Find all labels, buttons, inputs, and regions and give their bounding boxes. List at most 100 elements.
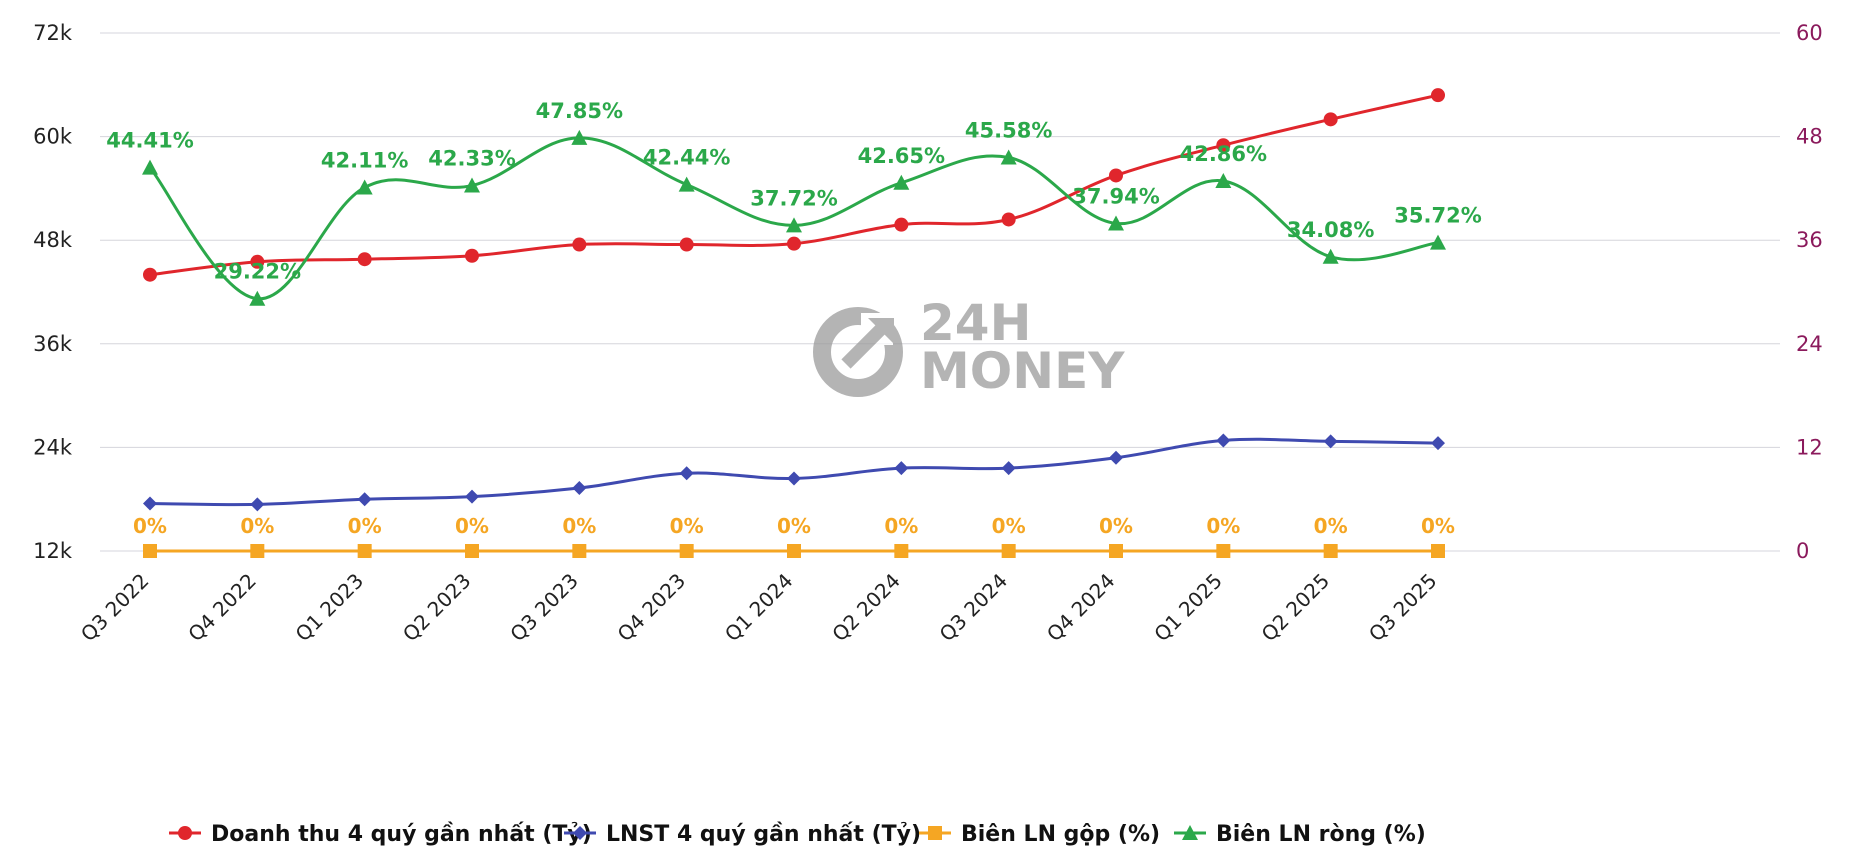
data-label: 42.33%	[428, 147, 515, 171]
y-axis-right: 01224364860	[1796, 21, 1823, 563]
series-1	[143, 433, 1445, 511]
x-tick-label: Q1 2025	[1149, 569, 1227, 647]
data-point	[1002, 212, 1016, 226]
x-tick-label: Q3 2024	[935, 569, 1013, 647]
legend-label: Biên LN gộp (%)	[961, 822, 1160, 847]
data-point	[787, 237, 801, 251]
data-label: 0%	[777, 514, 811, 538]
legend-marker	[928, 826, 942, 840]
x-tick-label: Q2 2023	[398, 569, 476, 647]
x-tick-label: Q4 2024	[1042, 569, 1120, 647]
y-right-tick-label: 0	[1796, 539, 1809, 563]
data-point	[680, 544, 694, 558]
data-label: 47.85%	[536, 99, 623, 123]
data-label: 42.44%	[643, 146, 730, 170]
data-point	[142, 160, 158, 175]
data-point	[1431, 88, 1445, 102]
data-label: 35.72%	[1394, 204, 1481, 228]
data-label: 0%	[1314, 514, 1348, 538]
watermark-logo: 24H MONEY	[822, 294, 1125, 400]
y-right-tick-label: 60	[1796, 21, 1823, 45]
data-point	[1324, 434, 1338, 448]
y-axis-left: 12k 24k 36k 48k 60k 72k	[33, 21, 73, 563]
data-label: 37.72%	[750, 186, 837, 210]
data-point	[143, 544, 157, 558]
data-label: 0%	[884, 514, 918, 538]
gridlines	[100, 33, 1780, 551]
x-tick-label: Q3 2022	[76, 569, 154, 647]
data-point	[1431, 544, 1445, 558]
data-point	[680, 466, 694, 480]
data-label: 0%	[1206, 514, 1240, 538]
x-tick-label: Q2 2024	[827, 569, 905, 647]
y-left-tick-label: 24k	[33, 435, 73, 459]
data-point	[1324, 544, 1338, 558]
y-left-tick-label: 48k	[33, 228, 73, 252]
data-label: 42.65%	[858, 144, 945, 168]
data-point	[357, 179, 373, 194]
data-point	[894, 461, 908, 475]
y-right-tick-label: 12	[1796, 435, 1823, 459]
y-right-tick-label: 48	[1796, 125, 1823, 149]
legend-item: Doanh thu 4 quý gần nhất (Tỷ)	[169, 822, 592, 847]
data-point	[250, 544, 264, 558]
data-point	[358, 492, 372, 506]
series-0	[143, 88, 1445, 282]
data-point	[465, 249, 479, 263]
data-point	[465, 544, 479, 558]
data-label: 29.22%	[214, 260, 301, 284]
data-label: 0%	[455, 514, 489, 538]
data-point	[143, 268, 157, 282]
data-label: 0%	[348, 514, 382, 538]
data-point	[1002, 544, 1016, 558]
series-2	[143, 544, 1445, 558]
data-point	[679, 177, 695, 192]
data-point	[143, 497, 157, 511]
data-label: 0%	[1421, 514, 1455, 538]
legend-item: Biên LN ròng (%)	[1174, 822, 1426, 847]
y-left-tick-label: 60k	[33, 125, 73, 149]
x-tick-label: Q1 2024	[720, 569, 798, 647]
data-point	[1324, 112, 1338, 126]
legend-label: LNST 4 quý gần nhất (Tỷ)	[606, 822, 921, 847]
y-left-tick-label: 36k	[33, 332, 73, 356]
data-point	[787, 544, 801, 558]
legend-label: Doanh thu 4 quý gần nhất (Tỷ)	[211, 822, 592, 847]
legend-item: Biên LN gộp (%)	[919, 822, 1160, 847]
watermark-line2: MONEY	[920, 342, 1125, 400]
data-label: 0%	[133, 514, 167, 538]
data-label: 0%	[240, 514, 274, 538]
legend-item: LNST 4 quý gần nhất (Tỷ)	[564, 822, 921, 847]
data-point	[572, 238, 586, 252]
x-tick-label: Q3 2023	[505, 569, 583, 647]
data-label: 0%	[670, 514, 704, 538]
data-label: 0%	[562, 514, 596, 538]
legend-marker	[178, 826, 192, 840]
x-tick-label: Q4 2022	[183, 569, 261, 647]
y-left-tick-label: 12k	[33, 539, 73, 563]
y-right-tick-label: 36	[1796, 228, 1823, 252]
data-point	[894, 218, 908, 232]
data-label: 0%	[992, 514, 1026, 538]
data-point	[250, 497, 264, 511]
data-point	[680, 238, 694, 252]
y-left-tick-label: 72k	[33, 21, 73, 45]
data-point	[1431, 436, 1445, 450]
data-point	[894, 544, 908, 558]
x-tick-label: Q1 2023	[291, 569, 369, 647]
data-label: 0%	[1099, 514, 1133, 538]
data-point	[1216, 433, 1230, 447]
data-label: 34.08%	[1287, 218, 1374, 242]
legend-label: Biên LN ròng (%)	[1216, 822, 1426, 847]
x-tick-label: Q2 2025	[1257, 569, 1335, 647]
data-point	[572, 481, 586, 495]
data-point	[1109, 544, 1123, 558]
x-tick-label: Q3 2025	[1364, 569, 1442, 647]
x-axis: Q3 2022 Q4 2022 Q1 2023 Q2 2023 Q3 2023 Q4 20…	[76, 569, 1442, 647]
data-point	[358, 544, 372, 558]
data-point	[1109, 451, 1123, 465]
data-point	[787, 471, 801, 485]
data-point	[1002, 461, 1016, 475]
data-point	[1109, 168, 1123, 182]
